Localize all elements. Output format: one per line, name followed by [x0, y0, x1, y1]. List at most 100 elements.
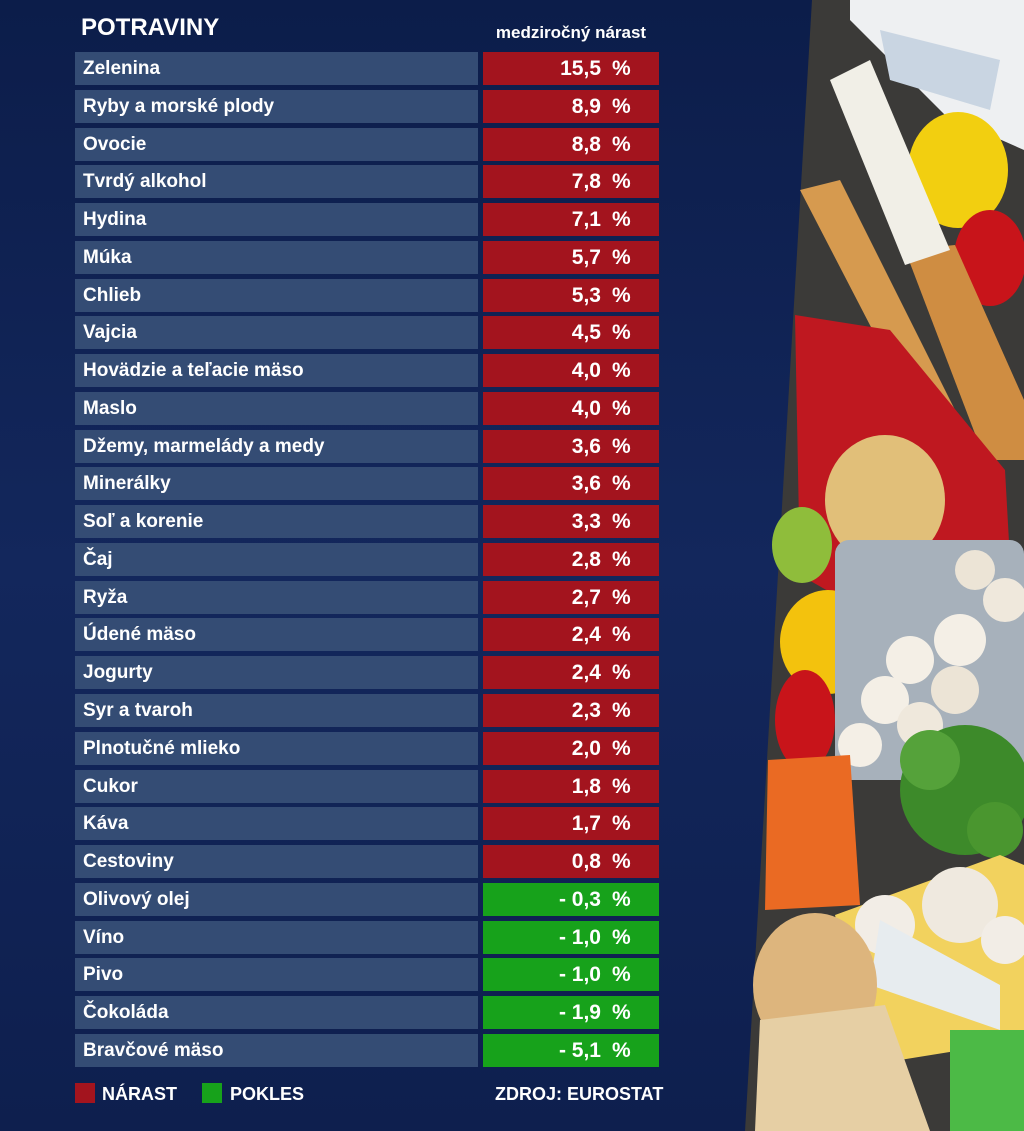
category-label: Soľ a korenie — [75, 505, 478, 539]
table-row: Olivový olej - 0,3% — [75, 882, 659, 921]
value-label: 5,7 — [571, 245, 601, 269]
unit-label: % — [612, 736, 631, 760]
value-label: - 5,1 — [558, 1038, 601, 1062]
unit-label: % — [612, 57, 631, 80]
unit-label: % — [612, 208, 631, 232]
table-row: Pivo - 1,0% — [75, 958, 659, 996]
category-label: Maslo — [75, 391, 478, 425]
category-label: Údené mäso — [75, 618, 478, 652]
value-cell: 8,8% — [483, 127, 659, 161]
value-label: - 0,3 — [558, 887, 601, 911]
value-label: 3,6 — [571, 472, 601, 496]
category-label: Ryby a morské plody — [75, 89, 478, 123]
value-cell: 0,8% — [483, 845, 659, 879]
value-cell: - 1,0% — [483, 958, 659, 992]
table-row: Tvrdý alkohol 7,8% — [75, 165, 659, 203]
value-label: 4,0 — [571, 396, 601, 420]
table-row: Plnotučné mlieko 2,0% — [75, 731, 659, 770]
value-cell: 4,0% — [483, 391, 659, 425]
category-label: Zelenina — [75, 52, 478, 85]
value-cell: 7,1% — [483, 203, 659, 237]
value-cell: - 5,1% — [483, 1033, 659, 1067]
unit-label: % — [612, 396, 631, 420]
category-label: Ryža — [75, 580, 478, 614]
unit-label: % — [612, 963, 631, 987]
category-label: Cukor — [75, 769, 478, 803]
value-cell: 15,5% — [483, 52, 659, 85]
unit-label: % — [612, 547, 631, 571]
unit-label: % — [612, 510, 631, 534]
value-label: 2,3 — [571, 699, 601, 723]
value-label: 15,5 — [560, 57, 601, 80]
unit-label: % — [612, 434, 631, 458]
price-table: Zelenina 15,5% Ryby a morské plody 8,9% Ovoc… — [75, 52, 659, 1072]
value-column-header: medziročný nárast — [495, 23, 647, 42]
value-label: 4,5 — [571, 321, 601, 345]
unit-label: % — [612, 283, 631, 307]
value-cell: 5,3% — [483, 278, 659, 312]
category-label: Ovocie — [75, 127, 478, 161]
value-cell: 3,3% — [483, 505, 659, 539]
category-label: Plnotučné mlieko — [75, 731, 478, 765]
source-note: ZDROJ: EUROSTAT — [495, 1084, 664, 1104]
value-cell: 2,4% — [483, 656, 659, 690]
table-row: Ryby a morské plody 8,9% — [75, 89, 659, 128]
legend-label-decrease: POKLES — [230, 1084, 305, 1104]
value-label: 2,7 — [571, 585, 601, 609]
value-cell: 2,0% — [483, 731, 659, 765]
category-label: Káva — [75, 807, 478, 841]
table-row: Bravčové mäso - 5,1% — [75, 1033, 659, 1072]
category-label: Cestoviny — [75, 845, 478, 879]
value-label: 2,8 — [571, 547, 601, 571]
category-label: Džemy, marmelády a medy — [75, 429, 478, 463]
value-cell: - 1,0% — [483, 920, 659, 954]
unit-label: % — [612, 359, 631, 383]
value-cell: 4,5% — [483, 316, 659, 350]
value-label: 2,4 — [571, 623, 601, 647]
unit-label: % — [612, 245, 631, 269]
unit-label: % — [612, 699, 631, 723]
value-label: - 1,0 — [558, 925, 601, 949]
category-label: Hydina — [75, 203, 478, 237]
value-label: 0,8 — [571, 850, 601, 874]
value-label: - 1,9 — [558, 1001, 601, 1025]
table-row: Džemy, marmelády a medy 3,6% — [75, 429, 659, 468]
value-cell: 7,8% — [483, 165, 659, 199]
table-row: Víno - 1,0% — [75, 920, 659, 959]
unit-label: % — [612, 585, 631, 609]
unit-label: % — [612, 925, 631, 949]
category-label: Bravčové mäso — [75, 1033, 478, 1067]
table-row: Vajcia 4,5% — [75, 316, 659, 354]
value-cell: 5,7% — [483, 240, 659, 274]
category-label: Víno — [75, 920, 478, 954]
unit-label: % — [612, 623, 631, 647]
category-label: Olivový olej — [75, 882, 478, 916]
value-cell: 2,7% — [483, 580, 659, 614]
table-row: Údené mäso 2,4% — [75, 618, 659, 656]
value-label: 7,1 — [571, 208, 601, 232]
table-row: Káva 1,7% — [75, 807, 659, 845]
unit-label: % — [612, 774, 631, 798]
unit-label: % — [612, 1038, 631, 1062]
value-cell: 2,4% — [483, 618, 659, 652]
unit-label: % — [612, 1001, 631, 1025]
table-row: Syr a tvaroh 2,3% — [75, 694, 659, 732]
chart-title: POTRAVINY — [81, 14, 220, 41]
category-label: Tvrdý alkohol — [75, 165, 478, 199]
category-label: Vajcia — [75, 316, 478, 350]
category-label: Čokoláda — [75, 996, 478, 1030]
value-cell: 1,8% — [483, 769, 659, 803]
unit-label: % — [612, 887, 631, 911]
value-label: 8,9 — [571, 94, 601, 118]
table-row: Ryža 2,7% — [75, 580, 659, 619]
value-label: 3,6 — [571, 434, 601, 458]
table-row: Hovädzie a teľacie mäso 4,0% — [75, 354, 659, 392]
value-cell: 4,0% — [483, 354, 659, 388]
value-label: 1,8 — [571, 774, 601, 798]
category-label: Čaj — [75, 542, 478, 576]
unit-label: % — [612, 472, 631, 496]
value-label: 2,4 — [571, 661, 601, 685]
unit-label: % — [612, 170, 631, 194]
category-label: Syr a tvaroh — [75, 694, 478, 728]
unit-label: % — [612, 94, 631, 118]
